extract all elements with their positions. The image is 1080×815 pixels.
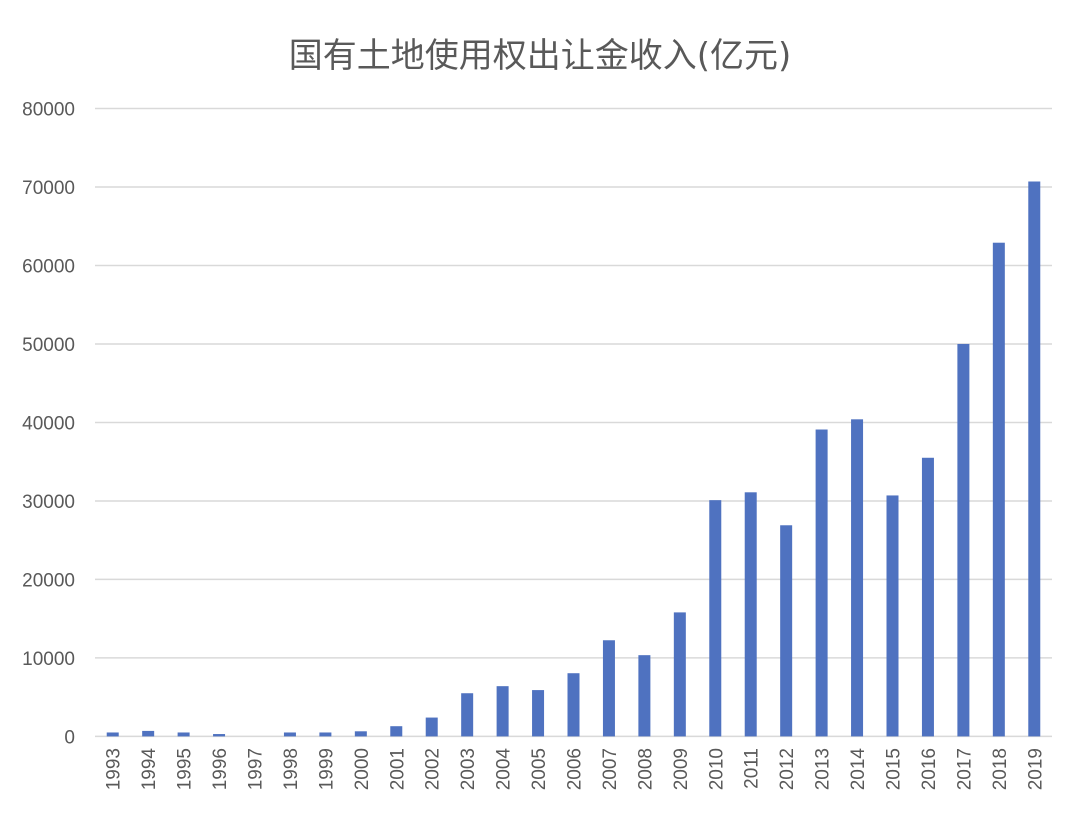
x-tick-label: 1994 — [139, 748, 160, 791]
bar-2013 — [815, 429, 828, 737]
x-tick-label: 2018 — [990, 748, 1011, 790]
bar-2014 — [851, 419, 864, 737]
x-tick-label: 1998 — [281, 748, 302, 790]
x-tick-label: 2014 — [848, 748, 869, 791]
y-tick-label: 20000 — [22, 570, 75, 591]
x-tick-label: 2012 — [777, 748, 798, 790]
bar-2003 — [461, 693, 474, 737]
bar-2004 — [496, 686, 509, 737]
x-tick-label: 2010 — [706, 748, 727, 790]
x-tick-label: 2013 — [813, 748, 834, 790]
x-tick-label: 1999 — [316, 748, 337, 790]
x-tick-label: 2011 — [742, 748, 763, 789]
bar-2009 — [673, 612, 686, 737]
bar-2008 — [638, 655, 651, 737]
bar-2007 — [602, 640, 615, 737]
x-tick-label: 2006 — [565, 748, 586, 790]
x-tick-label: 2016 — [919, 748, 940, 790]
bar-2019 — [1028, 181, 1041, 737]
x-tick-label: 2002 — [423, 748, 444, 790]
bar-1999 — [319, 732, 332, 737]
x-tick-label: 2019 — [1025, 748, 1046, 790]
bar-2018 — [992, 242, 1005, 737]
x-tick-label: 2008 — [635, 748, 656, 790]
y-tick-label: 50000 — [22, 335, 75, 356]
x-tick-label: 2007 — [600, 748, 621, 790]
bar-1996 — [213, 734, 226, 737]
bar-1998 — [283, 732, 296, 737]
bar-2002 — [425, 717, 438, 737]
bar-2015 — [886, 495, 899, 737]
x-tick-label: 2004 — [494, 748, 515, 791]
x-tick-label: 2000 — [352, 748, 373, 790]
y-tick-label: 0 — [64, 727, 75, 748]
y-tick-label: 60000 — [22, 256, 75, 277]
bar-1994 — [142, 730, 155, 737]
bar-2011 — [744, 492, 757, 737]
y-tick-label: 70000 — [22, 178, 75, 199]
x-tick-label: 2001 — [387, 748, 408, 790]
x-tick-label: 2015 — [884, 748, 905, 790]
x-tick-label: 1997 — [246, 748, 267, 790]
y-tick-label: 30000 — [22, 492, 75, 513]
y-tick-label: 80000 — [22, 100, 75, 121]
bar-2012 — [780, 525, 793, 737]
x-tick-label: 1996 — [210, 748, 231, 790]
bar-1995 — [177, 732, 190, 737]
x-tick-label: 2017 — [954, 748, 975, 790]
y-tick-label: 40000 — [22, 413, 75, 434]
x-tick-label: 1995 — [175, 748, 196, 790]
y-tick-label: 10000 — [22, 649, 75, 670]
bar-2006 — [567, 673, 580, 737]
x-tick-label: 2003 — [458, 748, 479, 790]
bar-2000 — [354, 731, 367, 737]
x-tick-label: 2009 — [671, 748, 692, 790]
x-tick-label: 1993 — [104, 748, 125, 790]
bar-2016 — [921, 457, 934, 737]
x-tick-label: 2005 — [529, 748, 550, 790]
bar-1993 — [106, 732, 119, 737]
bar-2005 — [532, 690, 545, 737]
bar-2017 — [957, 343, 970, 737]
bar-2001 — [390, 726, 403, 737]
chart-title: 国有土地使用权出让金收入(亿元) — [288, 36, 792, 76]
bar-2010 — [709, 500, 722, 737]
